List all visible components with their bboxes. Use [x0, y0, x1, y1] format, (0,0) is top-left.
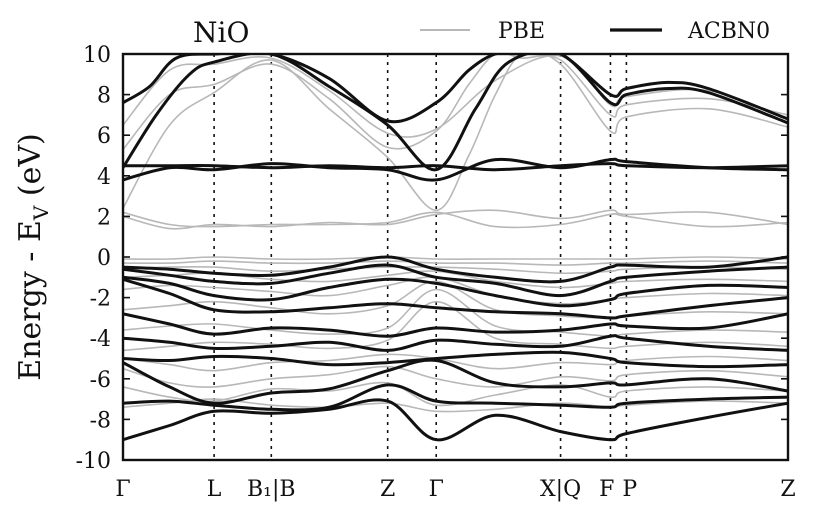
band-line-acbn0: [123, 383, 788, 412]
band-line-acbn0: [123, 358, 788, 405]
band-line-acbn0: [123, 334, 788, 352]
band-line-acbn0: [123, 157, 788, 182]
y-axis-label-main: Energy - E: [13, 220, 48, 381]
band-line-pbe: [123, 54, 788, 212]
band-line-pbe: [123, 54, 788, 138]
band-line-pbe: [123, 54, 788, 150]
y-tick-label: 8: [97, 84, 111, 109]
y-tick-label: -4: [90, 327, 111, 352]
x-tick-label: Γ: [115, 477, 130, 502]
x-tick-label: X|Q: [540, 477, 581, 502]
band-line-pbe: [123, 256, 788, 261]
y-tick-label: 0: [97, 246, 111, 271]
band-line-pbe: [123, 300, 788, 352]
band-line-acbn0: [123, 54, 788, 172]
y-tick-label: 6: [97, 124, 111, 149]
y-axis-label-sub: V: [29, 205, 53, 221]
band-line-acbn0: [123, 277, 788, 320]
legend: PBE ACBN0: [420, 19, 770, 44]
x-tick-label: B₁|B: [247, 477, 296, 502]
y-axis-ticks: 10 8 6 4 2 0 -2 -4 -6 -8 -10: [76, 43, 788, 474]
x-tick-label: Γ: [429, 477, 444, 502]
y-tick-label: -10: [76, 449, 111, 474]
acbn0-bands: [123, 54, 788, 442]
y-axis-label-unit: (eV): [13, 133, 48, 205]
y-tick-label: -2: [90, 287, 111, 312]
x-tick-label: L: [207, 477, 222, 502]
band-line-pbe: [123, 353, 788, 372]
band-line-pbe: [123, 398, 788, 413]
y-tick-label: 4: [97, 165, 111, 190]
legend-label-pbe: PBE: [498, 19, 545, 44]
band-line-acbn0: [123, 255, 788, 284]
band-line-acbn0: [123, 312, 788, 338]
y-tick-label: 2: [97, 205, 111, 230]
legend-label-acbn0: ACBN0: [687, 19, 770, 44]
chart-title: NiO: [193, 16, 249, 49]
band-line-pbe: [123, 260, 788, 266]
band-line-pbe: [123, 381, 788, 407]
y-tick-label: -8: [90, 408, 111, 433]
y-tick-label: -6: [90, 368, 111, 393]
x-tick-label: Z: [780, 477, 795, 502]
y-tick-label: 10: [83, 43, 111, 68]
band-line-pbe: [123, 365, 788, 388]
band-line-pbe: [123, 265, 788, 275]
band-line-pbe: [123, 288, 788, 338]
band-line-acbn0: [123, 398, 788, 442]
band-line-acbn0: [123, 263, 788, 298]
x-tick-label: Z: [380, 477, 395, 502]
band-line-acbn0: [123, 350, 788, 369]
y-axis-label: Energy - EV (eV): [13, 133, 53, 380]
x-axis-ticks: Γ L B₁|B Z Γ X|Q F P Z: [115, 477, 795, 502]
x-tick-label: F: [599, 477, 614, 502]
band-line-pbe: [123, 209, 788, 230]
x-tick-label: P: [622, 477, 637, 502]
band-line-acbn0: [123, 275, 788, 308]
